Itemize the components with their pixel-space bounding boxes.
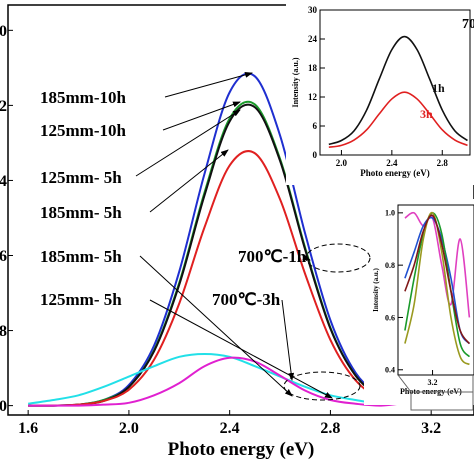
- y-tick-label: 1.0: [385, 209, 395, 218]
- data-line: [328, 35, 468, 146]
- y-tick-label: 3.2: [0, 98, 7, 115]
- annotation: 125mm- 5h: [40, 168, 122, 187]
- y-tick-label: 0: [313, 150, 318, 160]
- annotation-arrow: [135, 109, 241, 177]
- x-tick-label: 3.2: [428, 378, 438, 387]
- x-tick-label: 3.2: [421, 420, 441, 437]
- annotation-arrow: [281, 299, 295, 381]
- zoom-line: [397, 374, 412, 393]
- annotation: 700℃-1h: [238, 247, 307, 266]
- y-tick-label: 24: [308, 34, 318, 44]
- data-line: [28, 356, 457, 407]
- x-tick-label: 1.6: [18, 420, 38, 437]
- x-tick-label: 2.0: [336, 158, 348, 168]
- y-axis-label: Intensity (a.u.): [372, 267, 380, 311]
- x-axis-label: Photo energy (eV): [360, 168, 429, 178]
- x-tick-label: 2.4: [386, 158, 398, 168]
- y-tick-label: 0.8: [0, 323, 7, 340]
- highlight-ellipse: [305, 243, 371, 273]
- y-tick-label: 6: [313, 121, 318, 131]
- data-line: [404, 212, 471, 358]
- annotation: 125mm- 5h: [40, 290, 122, 309]
- y-tick-label: 18: [308, 63, 318, 73]
- y-tick-label: 0.4: [385, 366, 395, 375]
- plot-frame: [7, 4, 474, 416]
- annotation-arrow: [162, 101, 241, 131]
- x-tick-label: 2.8: [437, 158, 449, 168]
- annotation: 185mm-10h: [40, 88, 126, 107]
- y-tick-label: 0.6: [385, 313, 395, 322]
- chart-panel: 2.0 2.4 2.8 0 6 12 18 24 30 Photo energy (eV) Inte…: [286, 4, 474, 185]
- data-line: [404, 214, 471, 345]
- data-line: [328, 91, 468, 149]
- y-tick-label: 2.4: [0, 173, 7, 190]
- highlight-ellipse: [283, 371, 361, 401]
- y-tick-label: 1.6: [0, 248, 7, 265]
- inset-title: 700℃: [462, 17, 474, 32]
- x-tick-label: 2.4: [220, 420, 240, 437]
- annotation-arrow: [149, 299, 333, 399]
- plot-frame: [397, 204, 474, 376]
- plot-frame: [319, 9, 471, 156]
- annotation-arrow: [164, 71, 253, 98]
- annotation: 125mm-10h: [40, 121, 126, 140]
- y-tick-label: 30: [308, 5, 318, 15]
- y-tick-label: 0.8: [385, 261, 395, 270]
- annotation: 1h: [432, 81, 445, 95]
- y-tick-label: 4.0: [0, 23, 7, 40]
- zoom-box: [410, 391, 474, 411]
- annotation: 185mm- 5h: [40, 247, 122, 266]
- annotation: 700℃-3h: [212, 290, 281, 309]
- x-axis-label: Photo energy (eV): [168, 439, 315, 460]
- y-tick-label: 0.0: [0, 398, 7, 415]
- y-tick-label: 12: [308, 92, 318, 102]
- x-tick-label: 2.0: [119, 420, 139, 437]
- annotation: 3h: [420, 107, 433, 121]
- x-tick-label: 2.8: [320, 420, 340, 437]
- annotation-arrow: [139, 255, 293, 397]
- inset-background: [364, 199, 474, 405]
- annotation: 185mm- 5h: [40, 203, 122, 222]
- data-line: [404, 211, 471, 318]
- annotation-arrow: [149, 149, 229, 213]
- y-axis-label: Intensity (a.u.): [291, 57, 300, 107]
